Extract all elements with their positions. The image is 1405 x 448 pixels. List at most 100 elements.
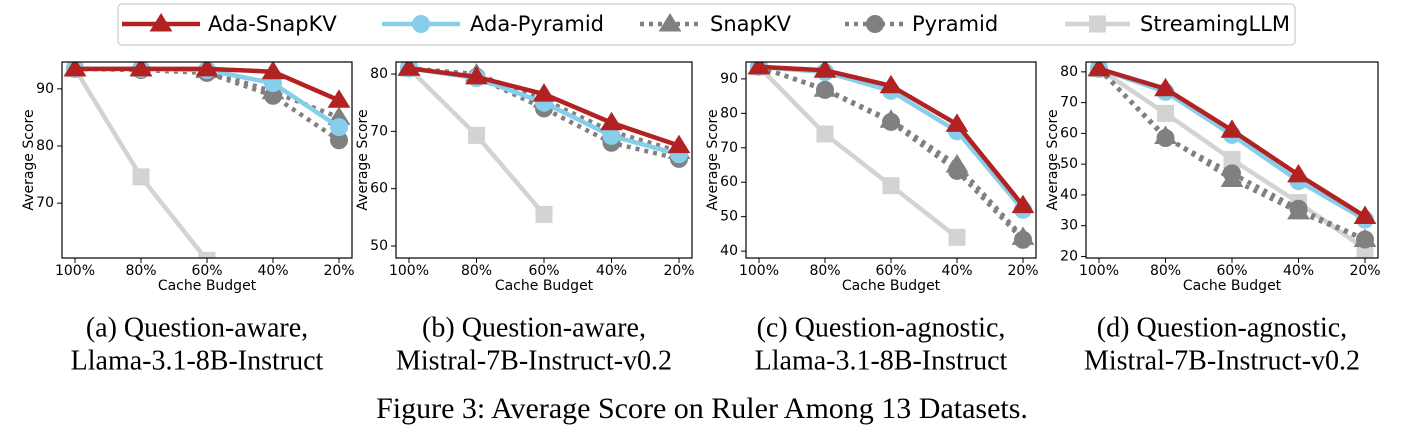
marker-triangle: [879, 74, 903, 94]
x-tick-label: 40%: [1283, 263, 1314, 279]
marker-triangle: [1011, 194, 1035, 214]
y-tick-label: 60: [370, 181, 388, 197]
marker-square: [816, 125, 834, 143]
marker-triangle: [813, 62, 837, 78]
marker-triangle: [1154, 125, 1177, 144]
x-tick-label: 40%: [596, 263, 627, 279]
marker-triangle: [747, 62, 771, 75]
y-tick-label: 90: [720, 71, 738, 87]
marker-square: [1157, 104, 1174, 122]
plot-area: [63, 62, 351, 258]
x-tick-label: 20%: [663, 263, 694, 279]
y-tick-label: 70: [370, 123, 388, 139]
plot-area: [747, 62, 1035, 249]
y-tick-label: 40: [720, 243, 738, 259]
series-line: [73, 67, 209, 258]
subplot-caption: Mistral-7B-Instruct-v0.2: [396, 345, 672, 376]
y-tick-label: 50: [1060, 156, 1078, 172]
marker-square: [882, 177, 900, 195]
marker-triangle: [1353, 228, 1377, 248]
marker-triangle: [1220, 168, 1244, 188]
y-tick-label: 80: [370, 66, 388, 82]
subplot-caption: (a) Question-aware,: [86, 312, 308, 343]
x-tick-label: 60%: [875, 263, 906, 279]
legend-label: Ada-SnapKV: [208, 12, 337, 36]
subplot-caption: Llama-3.1-8B-Instruct: [755, 345, 1008, 376]
legend-label: StreamingLLM: [1140, 12, 1290, 36]
plot-frame: [395, 61, 693, 259]
legend-label: SnapKV: [710, 12, 792, 36]
marker-triangle: [600, 111, 623, 131]
subplot-caption: (d) Question-agnostic,: [1097, 312, 1347, 343]
marker-triangle: [465, 65, 488, 85]
y-tick-label: 40: [1060, 187, 1078, 203]
x-tick-label: 80%: [461, 263, 492, 279]
marker-triangle: [1154, 77, 1177, 97]
marker-triangle: [945, 154, 969, 173]
plot-frame: [1085, 61, 1379, 259]
marker-square: [1089, 15, 1106, 33]
x-tick-label: 40%: [257, 263, 288, 279]
legend-label: Ada-Pyramid: [470, 12, 604, 36]
x-axis-label: Cache Budget: [495, 278, 594, 294]
marker-triangle: [1220, 119, 1244, 138]
marker-circle: [412, 15, 430, 33]
subplot-caption: Mistral-7B-Instruct-v0.2: [1084, 345, 1360, 376]
y-tick-label: 30: [1060, 218, 1078, 234]
x-tick-label: 100%: [55, 263, 95, 279]
marker-triangle: [1353, 205, 1377, 224]
y-tick-label: 80: [720, 105, 738, 121]
marker-square: [535, 205, 553, 223]
marker-triangle: [813, 78, 837, 97]
x-tick-label: 20%: [323, 263, 354, 279]
marker-triangle: [129, 62, 153, 77]
marker-triangle: [63, 62, 87, 77]
subplot: 70 80 90 100% 80% 60% 40% 20% Cache Budget Averag…: [21, 61, 355, 376]
y-tick-label: 80: [1060, 64, 1078, 80]
x-tick-label: 80%: [125, 263, 156, 279]
marker-triangle: [1287, 200, 1310, 220]
y-tick-label: 80: [36, 138, 54, 154]
y-tick-label: 20: [1060, 248, 1078, 264]
subplot: 40 50 60 70 80 90 100% 80% 60% 40% 20% Cache Budget…: [705, 61, 1039, 376]
subplot-caption: (c) Question-agnostic,: [757, 312, 1006, 343]
marker-triangle: [149, 13, 173, 32]
x-tick-label: 40%: [941, 263, 972, 279]
figure-caption: Figure 3: Average Score on Ruler Among 1…: [376, 392, 1028, 425]
y-tick-label: 60: [1060, 125, 1078, 141]
y-tick-label: 60: [720, 174, 738, 190]
plot-area: [1087, 62, 1377, 258]
x-tick-label: 80%: [809, 263, 840, 279]
x-tick-label: 60%: [191, 263, 222, 279]
series-line: [757, 65, 959, 240]
subplot: 20 30 40 50 60 70 80 100% 80% 60% 40% 20% Cache Budg…: [1045, 61, 1381, 376]
legend-label: Pyramid: [912, 12, 998, 36]
marker-triangle: [945, 113, 969, 132]
x-axis-label: Cache Budget: [842, 278, 941, 294]
x-axis-label: Cache Budget: [1183, 278, 1282, 294]
marker-triangle: [667, 134, 691, 154]
plot-frame: [61, 61, 353, 259]
y-axis-label: Average Score: [705, 109, 721, 210]
marker-square: [132, 168, 150, 186]
marker-triangle: [261, 62, 285, 80]
x-tick-label: 100%: [1079, 263, 1119, 279]
y-tick-label: 70: [1060, 95, 1078, 111]
y-axis-label: Average Score: [1045, 109, 1061, 210]
plot-frame: [745, 61, 1037, 259]
x-tick-label: 20%: [1007, 263, 1038, 279]
marker-triangle: [1087, 62, 1111, 77]
y-tick-label: 50: [720, 209, 738, 225]
marker-square: [948, 228, 966, 246]
x-tick-label: 60%: [528, 263, 559, 279]
y-tick-label: 70: [36, 195, 54, 211]
y-axis-label: Average Score: [21, 109, 37, 210]
subplot: 50 60 70 80 100% 80% 60% 40% 20% Cache Budget Aver…: [355, 61, 695, 376]
marker-triangle: [1011, 226, 1035, 245]
marker-square: [198, 251, 216, 258]
series-line: [74, 66, 341, 143]
series-line: [1098, 66, 1367, 222]
marker-circle: [866, 15, 884, 33]
marker-triangle: [658, 13, 682, 32]
x-tick-label: 100%: [739, 263, 779, 279]
